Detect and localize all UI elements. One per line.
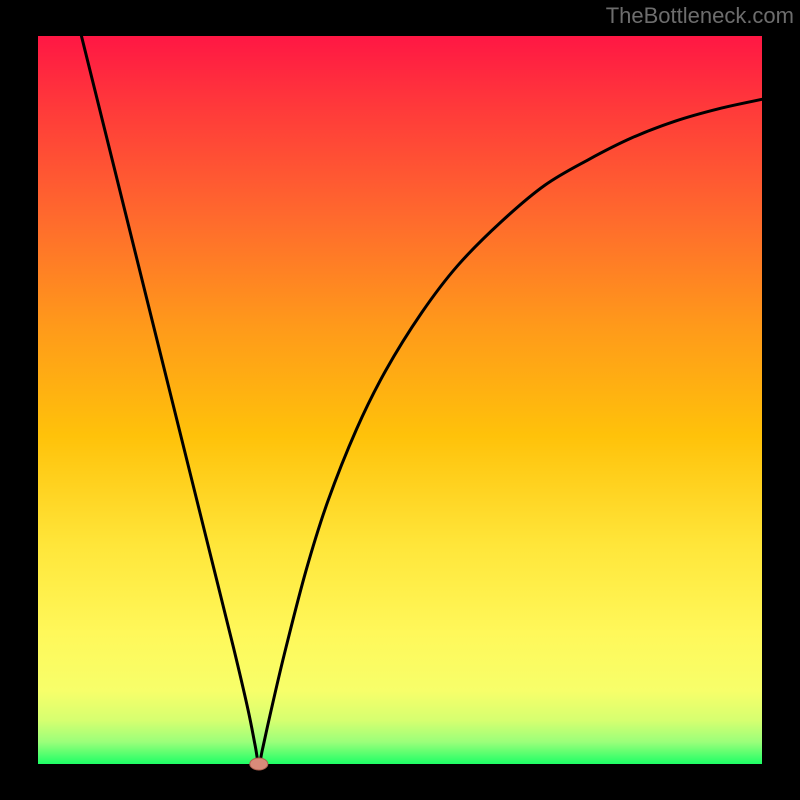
plot-background <box>38 36 762 764</box>
minimum-marker <box>250 758 268 770</box>
watermark-text: TheBottleneck.com <box>606 3 794 29</box>
chart-canvas: TheBottleneck.com <box>0 0 800 800</box>
chart-svg <box>0 0 800 800</box>
